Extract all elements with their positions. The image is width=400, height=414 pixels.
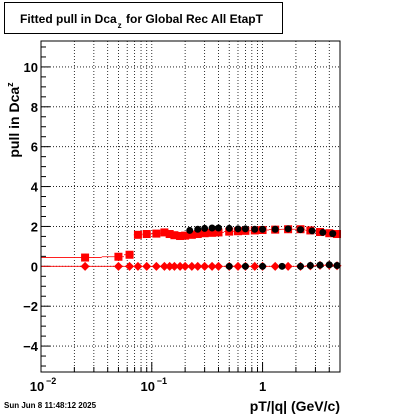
data-point-circle bbox=[278, 262, 286, 270]
data-point-circle bbox=[259, 262, 267, 270]
data-point-diamond bbox=[125, 261, 135, 271]
data-point-square bbox=[193, 230, 202, 239]
data-point-diamond bbox=[180, 261, 190, 271]
data-point-circle bbox=[329, 230, 337, 238]
data-point-square bbox=[160, 228, 169, 237]
data-point-square bbox=[214, 228, 223, 237]
data-point-square bbox=[81, 253, 90, 262]
y-tick-label: −4 bbox=[23, 339, 39, 354]
data-point-circle bbox=[325, 261, 333, 269]
chart-title: Fitted pull in Dcaz for Global Rec All E… bbox=[20, 12, 263, 30]
data-point-circle bbox=[241, 225, 249, 233]
data-point-circle bbox=[308, 227, 316, 235]
data-point-square bbox=[125, 250, 134, 259]
y-tick-label: 6 bbox=[31, 140, 38, 155]
data-point-circle bbox=[333, 262, 341, 270]
chart-title-main: Fitted pull in Dca bbox=[20, 12, 117, 26]
timestamp: Sun Jun 8 11:48:12 2025 bbox=[4, 401, 97, 410]
y-tick-label: 10 bbox=[24, 60, 38, 75]
x-tick-label: 1 bbox=[259, 379, 266, 394]
data-point-circle bbox=[241, 262, 249, 270]
data-point-square bbox=[325, 229, 334, 238]
x-tick-label-exponent: −1 bbox=[157, 376, 167, 386]
data-point-square bbox=[170, 231, 179, 240]
data-point-circle bbox=[259, 225, 267, 233]
x-axis-label: pT/|q| (GeV/c) bbox=[250, 398, 340, 414]
x-tick-label: 10 bbox=[30, 379, 44, 394]
data-point-circle bbox=[297, 226, 305, 234]
data-point-circle bbox=[186, 226, 194, 234]
x-tick-label: 10 bbox=[141, 379, 155, 394]
data-point-square bbox=[208, 228, 217, 237]
data-point-diamond bbox=[200, 261, 210, 271]
data-point-diamond bbox=[142, 261, 152, 271]
data-point-diamond bbox=[113, 261, 123, 271]
y-tick-label: −2 bbox=[23, 299, 38, 314]
data-point-square bbox=[165, 230, 174, 239]
data-point-diamond bbox=[169, 261, 179, 271]
x-tick-label-exponent: −2 bbox=[46, 376, 56, 386]
data-point-circle bbox=[271, 225, 279, 233]
data-point-diamond bbox=[187, 261, 197, 271]
data-point-diamond bbox=[207, 261, 217, 271]
data-point-circle bbox=[214, 224, 222, 232]
chart-title-sub: z bbox=[117, 21, 122, 30]
data-point-square bbox=[187, 230, 196, 239]
data-point-circle bbox=[225, 262, 233, 270]
data-point-square bbox=[176, 232, 185, 241]
data-point-circle bbox=[306, 262, 314, 270]
data-point-circle bbox=[251, 225, 259, 233]
data-point-circle bbox=[297, 262, 305, 270]
data-point-diamond bbox=[165, 261, 175, 271]
chart-title-rest: for Global Rec All EtapT bbox=[126, 12, 263, 26]
y-tick-label: 4 bbox=[31, 180, 39, 195]
data-point-diamond bbox=[270, 261, 280, 271]
data-point-diamond bbox=[151, 261, 161, 271]
y-tick-label: 0 bbox=[31, 259, 38, 274]
data-point-circle bbox=[194, 225, 202, 233]
data-point-square bbox=[142, 230, 151, 239]
data-point-circle bbox=[225, 224, 233, 232]
y-axis-label: pull in Dcaz bbox=[5, 82, 22, 158]
data-point-square bbox=[133, 230, 142, 239]
data-point-diamond bbox=[213, 261, 223, 271]
data-point-diamond bbox=[193, 261, 203, 271]
y-tick-label: 8 bbox=[31, 100, 38, 115]
data-point-circle bbox=[234, 225, 242, 233]
data-point-square bbox=[333, 230, 342, 239]
data-point-diamond bbox=[175, 261, 185, 271]
data-point-diamond bbox=[133, 261, 143, 271]
data-point-diamond bbox=[233, 261, 243, 271]
chart-title-box: Fitted pull in Dcaz for Global Rec All E… bbox=[4, 2, 283, 34]
data-point-circle bbox=[201, 224, 209, 232]
data-point-diamond bbox=[283, 261, 293, 271]
plot-frame-border bbox=[40, 40, 341, 373]
data-point-diamond bbox=[159, 261, 169, 271]
data-point-circle bbox=[319, 228, 327, 236]
data-point-square bbox=[152, 229, 161, 238]
data-point-diamond bbox=[80, 261, 90, 271]
data-point-circle bbox=[316, 261, 324, 269]
plot-frame bbox=[40, 40, 341, 373]
data-point-square bbox=[181, 231, 190, 240]
data-point-diamond bbox=[250, 261, 260, 271]
data-point-circle bbox=[284, 225, 292, 233]
data-point-square bbox=[200, 229, 209, 238]
y-tick-label: 2 bbox=[31, 219, 38, 234]
data-point-circle bbox=[208, 224, 216, 232]
data-point-square bbox=[114, 252, 123, 261]
